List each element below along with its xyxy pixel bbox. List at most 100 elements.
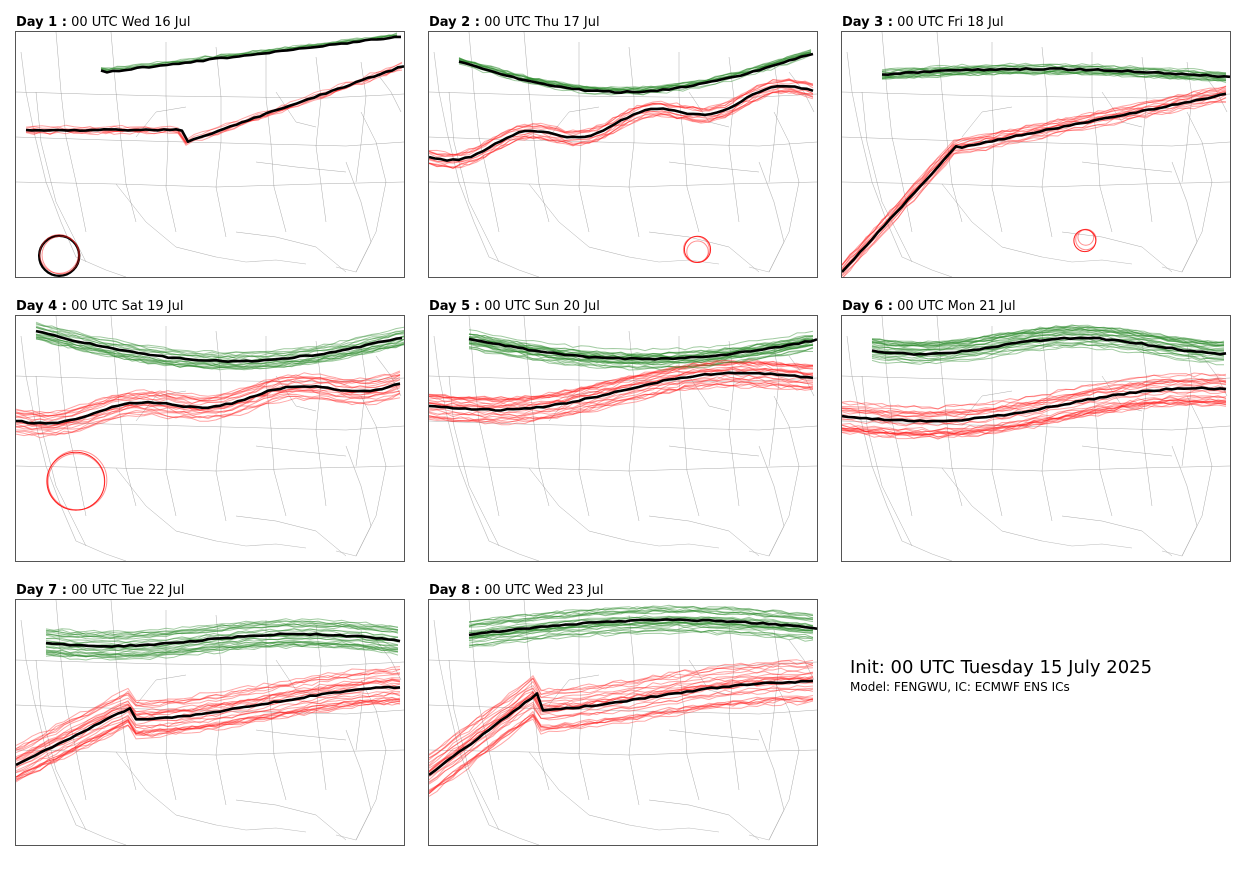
ensemble-member-south: [429, 368, 814, 409]
ensemble-member-north: [468, 342, 814, 365]
ensemble-member-south: [429, 383, 814, 424]
ensemble-member-south: [16, 702, 401, 783]
ensemble-member-south: [16, 692, 401, 773]
ensemble-member-south: [429, 79, 813, 157]
ensemble-member-south: [16, 668, 401, 750]
ensemble-mean-south: [842, 92, 1227, 273]
ensemble-member-south: [429, 86, 814, 164]
state-border: [1091, 336, 1113, 517]
ensemble-member-south: [842, 86, 1227, 265]
ensemble-member-north: [871, 340, 1225, 360]
ensemble-member-north: [871, 342, 1225, 362]
ensemble-member-south: [842, 399, 1227, 435]
ensemble-member-north: [468, 620, 814, 639]
ensemble-member-south: [429, 700, 814, 797]
ensemble-member-north: [881, 71, 1226, 82]
state-border: [842, 136, 1230, 147]
ensemble-member-south: [842, 373, 1227, 410]
ensemble-member-south: [16, 697, 401, 778]
state-border: [1141, 340, 1153, 507]
map-day-2: [428, 31, 818, 278]
state-border: [548, 106, 600, 138]
state-border: [429, 420, 817, 431]
ensemble-member-south: [429, 367, 814, 409]
ensemble-member-north: [881, 69, 1227, 79]
ensemble-member-south: [429, 676, 814, 773]
ensemble-member-south: [429, 90, 814, 169]
ensemble-member-south: [842, 396, 1227, 433]
ensemble-member-south: [16, 698, 401, 780]
ensemble-member-north: [45, 628, 399, 644]
ensemble-member-north: [35, 324, 404, 357]
ensemble-member-south: [429, 696, 814, 792]
ensemble-member-north: [100, 33, 398, 70]
state-border: [768, 111, 800, 273]
ensemble-member-south: [842, 94, 1227, 274]
ensemble-member-south: [429, 673, 814, 769]
panel-title: Day 2 : 00 UTC Thu 17 Jul: [429, 15, 600, 30]
ensemble-member-north: [871, 331, 1225, 351]
ensemble-member-south: [429, 660, 814, 756]
coastline: [488, 256, 540, 277]
ensemble-member-north: [35, 336, 404, 369]
ensemble-member-south: [842, 402, 1227, 440]
state-border: [215, 330, 227, 522]
ensemble-member-north: [468, 333, 814, 356]
panel-title: Day 4 : 00 UTC Sat 19 Jul: [16, 299, 183, 314]
ensemble-member-south: [429, 663, 814, 759]
coastline: [75, 824, 127, 845]
ensemble-member-north: [468, 624, 814, 642]
state-border: [16, 375, 404, 383]
state-border: [1181, 111, 1213, 273]
coastline: [788, 71, 815, 113]
state-border: [523, 600, 550, 791]
state-border: [648, 799, 760, 841]
ensemble-mean-south: [842, 386, 1227, 423]
ensemble-mean-north: [45, 632, 401, 648]
map-canvas: [16, 316, 404, 561]
ensemble-member-north: [35, 336, 404, 368]
state-border: [991, 326, 1003, 517]
ensemble-member-north: [468, 348, 814, 371]
ensemble-member-south: [842, 399, 1227, 435]
coastline: [215, 824, 307, 833]
ensemble-member-south: [429, 667, 814, 764]
state-border: [768, 629, 780, 751]
state-border: [315, 56, 327, 223]
closed-contour: [47, 449, 108, 511]
ensemble-member-north: [468, 336, 814, 359]
state-border: [110, 316, 137, 507]
state-border: [528, 751, 630, 826]
state-border: [265, 620, 287, 801]
ensemble-member-north: [468, 333, 814, 356]
state-border: [448, 91, 500, 263]
ensemble-member-south: [429, 359, 814, 400]
coastline: [628, 824, 720, 833]
ensemble-member-south: [16, 379, 401, 420]
state-border: [842, 181, 1230, 188]
state-border: [1041, 46, 1053, 238]
ensemble-mean-north: [881, 67, 1230, 79]
ensemble-member-south: [429, 670, 814, 766]
state-border: [728, 56, 740, 223]
ensemble-member-north: [45, 621, 399, 637]
state-border: [668, 161, 760, 173]
ensemble-member-north: [35, 338, 404, 371]
ensemble-member-south: [16, 677, 401, 758]
state-border: [165, 42, 177, 233]
state-border: [55, 32, 87, 233]
ensemble-member-north: [468, 342, 814, 365]
map-day-3: [841, 31, 1231, 278]
state-border: [578, 610, 590, 801]
state-border: [1041, 330, 1053, 522]
state-border: [768, 61, 780, 183]
state-border: [528, 467, 630, 542]
day-label: Day 1 :: [16, 15, 67, 30]
ensemble-member-north: [45, 640, 399, 654]
ensemble-member-south: [429, 382, 814, 422]
coastline: [901, 540, 953, 561]
state-border: [468, 32, 500, 233]
coastline: [1041, 256, 1133, 265]
ensemble-member-north: [871, 327, 1225, 345]
state-border: [275, 659, 317, 696]
